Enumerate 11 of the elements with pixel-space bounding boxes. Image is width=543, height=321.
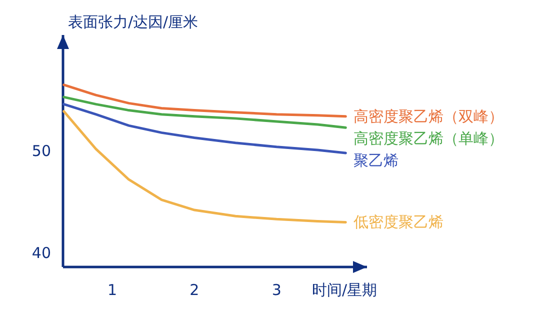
x-axis-title: 时间/星期 [312,281,378,299]
x-tick-label: 2 [190,281,200,299]
series-label: 聚乙烯 [354,151,399,170]
y-tick-label: 50 [32,142,51,160]
series-label: 高密度聚乙烯（双峰） [354,107,504,126]
y-tick-label: 40 [32,244,51,262]
series-label: 高密度聚乙烯（单峰） [354,129,504,148]
y-axis-title: 表面张力/达因/厘米 [68,13,198,31]
series-label: 低密度聚乙烯 [354,213,444,232]
x-tick-label: 1 [108,281,118,299]
x-tick-label: 3 [272,281,282,299]
